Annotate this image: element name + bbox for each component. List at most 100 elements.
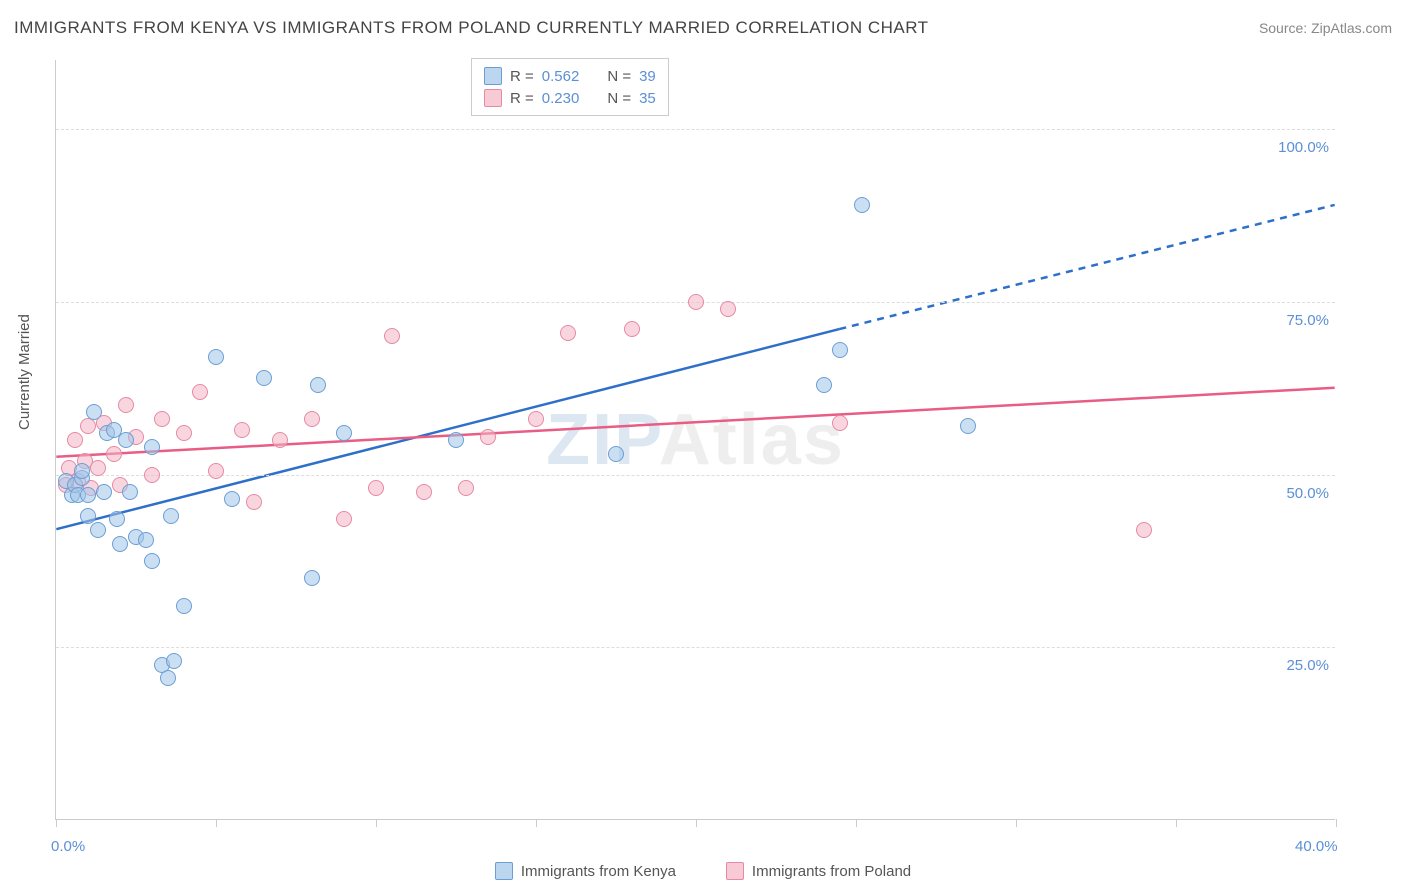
plot-area: ZIPAtlas R = 0.562 N = 39 R = 0.230 N = 35 25.0… <box>55 60 1335 820</box>
gridline <box>56 475 1335 476</box>
scatter-point <box>144 467 160 483</box>
scatter-point <box>560 325 576 341</box>
scatter-point <box>118 432 134 448</box>
x-tick-label: 0.0% <box>51 838 85 855</box>
n-value: 35 <box>639 90 656 107</box>
x-tick <box>536 819 537 827</box>
chart-header: IMMIGRANTS FROM KENYA VS IMMIGRANTS FROM… <box>14 18 1392 38</box>
r-label: R = <box>510 90 534 107</box>
legend-label: Immigrants from Poland <box>752 863 911 880</box>
trendlines-svg <box>56 60 1335 819</box>
scatter-point <box>854 197 870 213</box>
x-tick <box>1016 819 1017 827</box>
scatter-point <box>832 415 848 431</box>
scatter-point <box>224 491 240 507</box>
scatter-point <box>80 487 96 503</box>
scatter-point <box>109 511 125 527</box>
scatter-point <box>336 425 352 441</box>
scatter-point <box>90 460 106 476</box>
legend-swatch <box>484 89 502 107</box>
y-tick-label: 25.0% <box>1286 657 1329 674</box>
scatter-point <box>416 484 432 500</box>
scatter-point <box>144 439 160 455</box>
scatter-point <box>624 321 640 337</box>
scatter-point <box>112 536 128 552</box>
trend-line <box>56 388 1334 457</box>
scatter-point <box>246 494 262 510</box>
scatter-point <box>310 377 326 393</box>
scatter-point <box>528 411 544 427</box>
scatter-point <box>166 653 182 669</box>
scatter-point <box>208 349 224 365</box>
x-tick <box>1176 819 1177 827</box>
scatter-point <box>154 411 170 427</box>
legend-swatch <box>726 862 744 880</box>
trend-line <box>839 205 1334 329</box>
scatter-point <box>368 480 384 496</box>
chart-title: IMMIGRANTS FROM KENYA VS IMMIGRANTS FROM… <box>14 18 929 38</box>
scatter-point <box>208 463 224 479</box>
r-value: 0.230 <box>542 90 580 107</box>
scatter-point <box>960 418 976 434</box>
scatter-point <box>336 511 352 527</box>
scatter-point <box>118 397 134 413</box>
y-tick-label: 100.0% <box>1278 139 1329 156</box>
scatter-point <box>272 432 288 448</box>
n-label: N = <box>607 68 631 85</box>
x-tick <box>1336 819 1337 827</box>
n-label: N = <box>607 90 631 107</box>
scatter-point <box>80 418 96 434</box>
scatter-point <box>480 429 496 445</box>
trend-line <box>56 329 839 529</box>
scatter-point <box>720 301 736 317</box>
scatter-point <box>138 532 154 548</box>
scatter-point <box>458 480 474 496</box>
scatter-point <box>304 570 320 586</box>
stats-legend-row: R = 0.562 N = 39 <box>484 65 656 87</box>
y-axis-label: Currently Married <box>16 314 33 430</box>
series-legend-item: Immigrants from Kenya <box>495 862 676 880</box>
scatter-point <box>304 411 320 427</box>
scatter-point <box>176 425 192 441</box>
x-tick <box>56 819 57 827</box>
x-tick <box>216 819 217 827</box>
scatter-point <box>144 553 160 569</box>
x-tick <box>696 819 697 827</box>
scatter-point <box>608 446 624 462</box>
scatter-point <box>816 377 832 393</box>
scatter-point <box>688 294 704 310</box>
scatter-point <box>256 370 272 386</box>
chart-source: Source: ZipAtlas.com <box>1259 20 1392 36</box>
legend-swatch <box>484 67 502 85</box>
scatter-point <box>160 670 176 686</box>
scatter-point <box>448 432 464 448</box>
scatter-point <box>384 328 400 344</box>
series-legend-item: Immigrants from Poland <box>726 862 911 880</box>
y-tick-label: 50.0% <box>1286 485 1329 502</box>
scatter-point <box>234 422 250 438</box>
stats-legend: R = 0.562 N = 39 R = 0.230 N = 35 <box>471 58 669 116</box>
scatter-point <box>67 432 83 448</box>
scatter-point <box>90 522 106 538</box>
scatter-point <box>192 384 208 400</box>
watermark-atlas: Atlas <box>659 400 845 480</box>
legend-label: Immigrants from Kenya <box>521 863 676 880</box>
legend-swatch <box>495 862 513 880</box>
scatter-point <box>163 508 179 524</box>
n-value: 39 <box>639 68 656 85</box>
scatter-point <box>1136 522 1152 538</box>
r-value: 0.562 <box>542 68 580 85</box>
x-tick <box>376 819 377 827</box>
scatter-point <box>74 463 90 479</box>
scatter-point <box>122 484 138 500</box>
x-tick <box>856 819 857 827</box>
watermark-zip: ZIP <box>546 400 659 480</box>
y-tick-label: 75.0% <box>1286 312 1329 329</box>
scatter-point <box>106 446 122 462</box>
scatter-point <box>176 598 192 614</box>
scatter-point <box>96 484 112 500</box>
gridline <box>56 647 1335 648</box>
series-legend: Immigrants from Kenya Immigrants from Pol… <box>0 862 1406 880</box>
r-label: R = <box>510 68 534 85</box>
watermark: ZIPAtlas <box>546 399 845 481</box>
